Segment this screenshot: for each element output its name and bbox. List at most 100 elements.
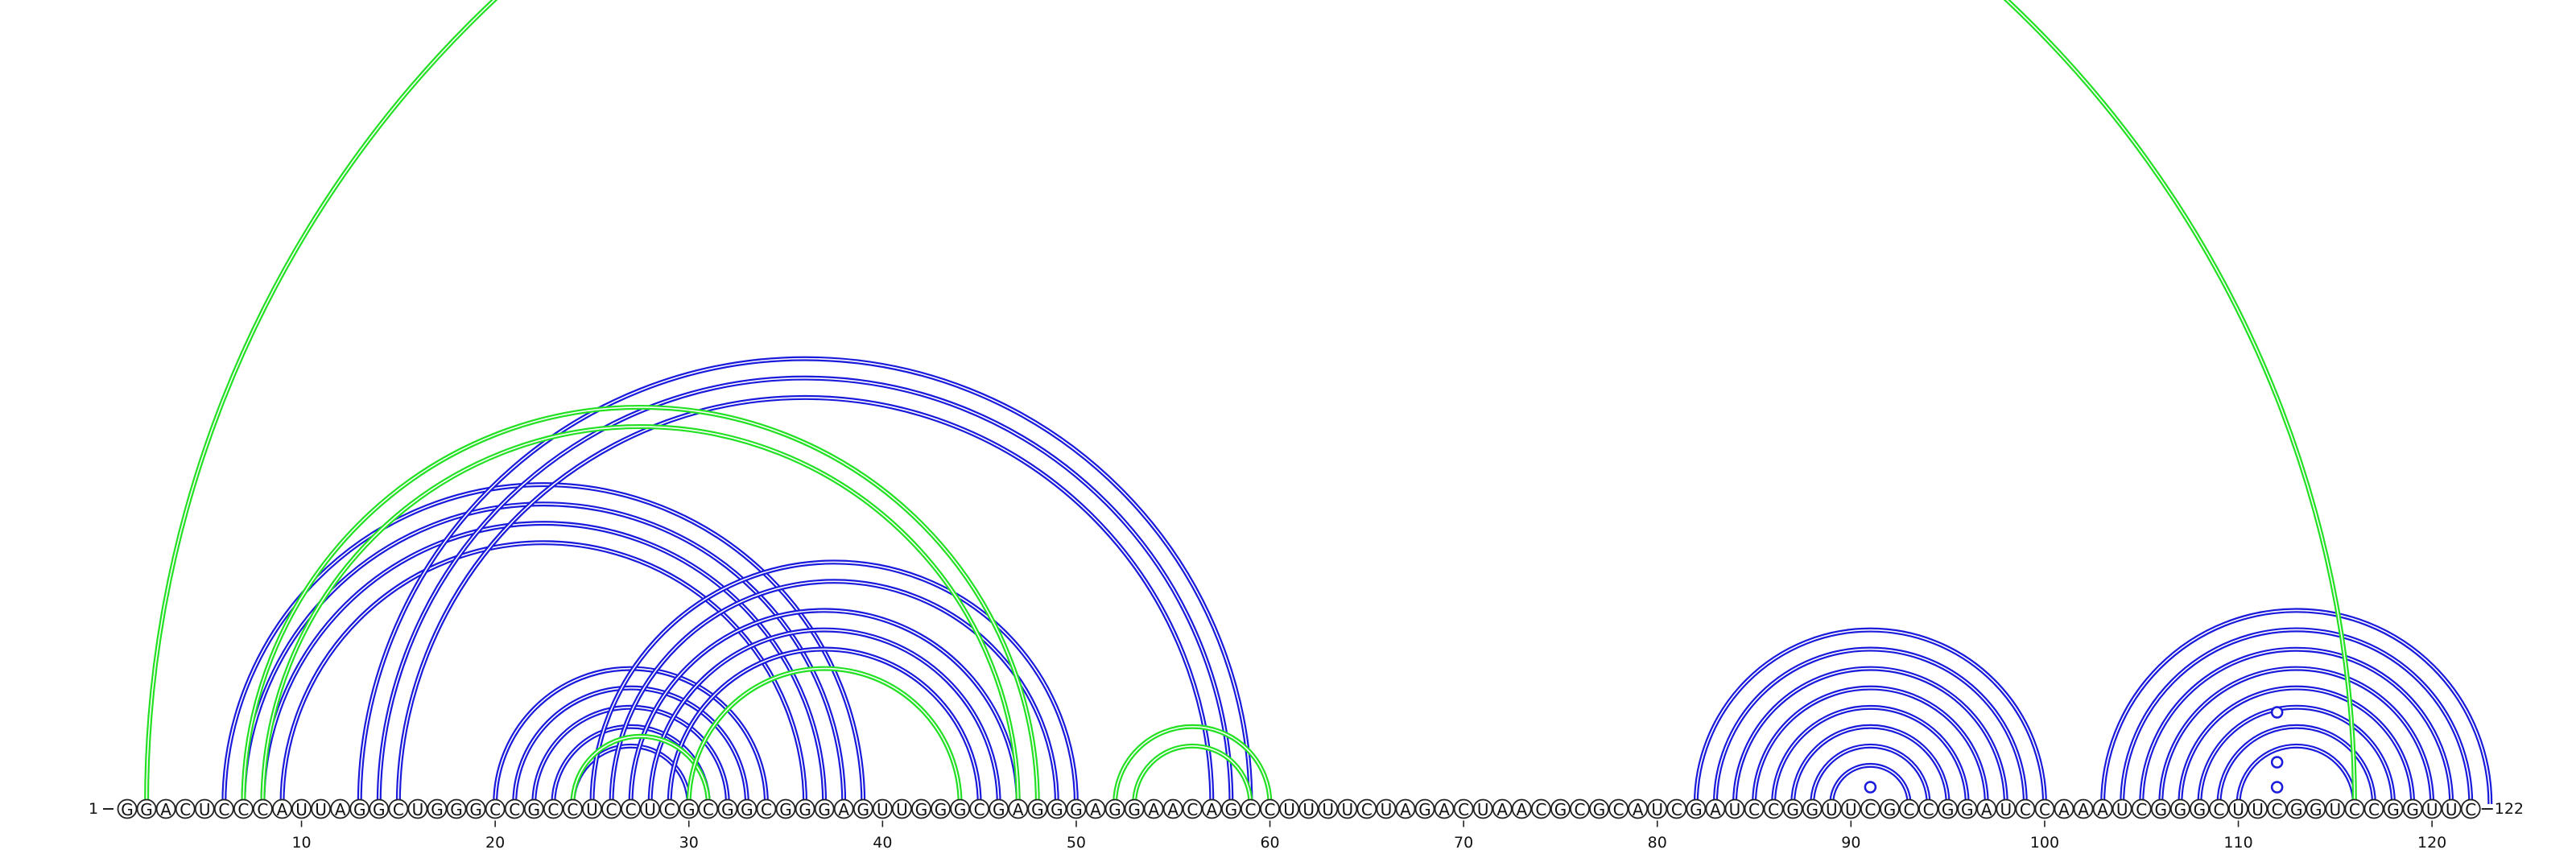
nucleotide: G [1104, 798, 1125, 819]
nucleotide-circle [330, 798, 351, 819]
nucleotide: U [407, 798, 428, 819]
base-pair-arc-blue-core [591, 561, 1077, 805]
nucleotide-letter: C [509, 800, 520, 819]
nucleotide-circle [1511, 798, 1532, 819]
nucleotide-letter: G [2387, 800, 2400, 819]
nucleotide-circle [523, 798, 544, 819]
nucleotide-letter: C [2039, 800, 2050, 819]
nucleotide-circle [1260, 798, 1280, 819]
nucleotide-letter: A [2078, 800, 2089, 819]
nucleotide-circle [1027, 798, 1048, 819]
nucleotide-circle [892, 798, 912, 819]
loop-marker [2270, 756, 2284, 769]
nucleotide-letter: C [2272, 800, 2283, 819]
nucleotide: C [698, 798, 719, 819]
nucleotide-letter: C [1864, 800, 1876, 819]
nucleotide-letter: U [2000, 800, 2012, 819]
nucleotide-circle [1666, 798, 1687, 819]
nucleotide-circle [562, 798, 583, 819]
base-pair-arc-blue-core [1773, 706, 1968, 805]
loop-marker [1864, 781, 1877, 794]
base-pair-arc-blue-core [223, 484, 865, 805]
nucleotide: C [1570, 798, 1590, 819]
nucleotide-circle [2344, 798, 2365, 819]
base-pair-arc-blue-core [1753, 687, 1988, 805]
nucleotide-letter: A [2097, 800, 2108, 819]
base-pair-arc-blue-core [630, 609, 1019, 805]
tick-label: 20 [485, 834, 505, 852]
nucleotide-letter: G [2174, 800, 2187, 819]
nucleotide: C [543, 798, 564, 819]
nucleotide-circle [2034, 798, 2055, 819]
nucleotide-circle [1085, 798, 1106, 819]
base-pair-arc-blue-core [1831, 765, 1910, 805]
nucleotide: U [1318, 798, 1339, 819]
base-pair-arc-blue [2235, 743, 2357, 805]
nucleotide-circle [2402, 798, 2423, 819]
nucleotide-circle [931, 798, 951, 819]
nucleotide: C [621, 798, 641, 819]
nucleotide: A [2054, 798, 2074, 819]
nucleotide-circle [621, 798, 641, 819]
nucleotide: C [2267, 798, 2288, 819]
nucleotide-circle [465, 798, 486, 819]
base-pair-arc-blue-core [2121, 629, 2472, 805]
nucleotide-circle [2421, 798, 2442, 819]
nucleotide-letter: G [1884, 800, 1897, 819]
nucleotide: A [1201, 798, 1222, 819]
nucleotide-letter: A [1439, 800, 1450, 819]
nucleotide-letter: G [1786, 800, 1799, 819]
nucleotide: C [1356, 798, 1377, 819]
nucleotide: G [1686, 798, 1707, 819]
nucleotide-letter: U [644, 800, 656, 819]
nucleotide-circle [1589, 798, 1609, 819]
base-pair-arc-blue-core [378, 377, 1232, 805]
nucleotide-letter: A [1090, 800, 1101, 819]
nucleotide: U [1376, 798, 1397, 819]
nucleotide: U [2112, 798, 2132, 819]
nucleotide-circle [2131, 798, 2152, 819]
nucleotide-circle [1434, 798, 1455, 819]
nucleotide: U [1298, 798, 1319, 819]
nucleotide-circle [737, 798, 758, 819]
base-pair-arc-blue-core [1792, 726, 1949, 805]
nucleotide-letter: U [1341, 800, 1353, 819]
base-pair-arc-green-core [687, 667, 961, 805]
nucleotide-letter: A [1633, 800, 1644, 819]
nucleotide-letter: G [1225, 800, 1238, 819]
nucleotide-circle [446, 798, 467, 819]
nucleotide: U [892, 798, 912, 819]
nucleotide-circle [2228, 798, 2248, 819]
nucleotide-letter: G [469, 800, 482, 819]
nucleotide-letter: G [2406, 800, 2419, 819]
nucleotide: A [1143, 798, 1164, 819]
nucleotide-letter: C [2349, 800, 2360, 819]
nucleotide: C [253, 798, 273, 819]
nucleotide: C [1260, 798, 1280, 819]
nucleotide-letter: C [1904, 800, 1915, 819]
nucleotide-letter: C [606, 800, 617, 819]
nucleotide-circle [117, 798, 138, 819]
nucleotide-letter: G [935, 800, 947, 819]
nucleotide: G [1938, 798, 1959, 819]
base-pair-arc-green-core [1114, 726, 1271, 805]
base-pair-arc-blue [221, 482, 866, 805]
nucleotide-circle [1976, 798, 1997, 819]
nucleotide-letter: G [2155, 800, 2168, 819]
nucleotide-letter: G [954, 800, 967, 819]
nucleotide-circle [2073, 798, 2094, 819]
nucleotide-letter: G [993, 800, 1005, 819]
nucleotide-letter: G [2310, 800, 2322, 819]
nucleotide: C [504, 798, 525, 819]
nucleotide: G [1802, 798, 1823, 819]
nucleotide: C [1744, 798, 1765, 819]
nucleotide: C [2344, 798, 2365, 819]
nucleotide: G [446, 798, 467, 819]
nucleotide-letter: C [257, 800, 268, 819]
nucleotide-letter: G [1070, 800, 1083, 819]
nucleotide: U [2441, 798, 2462, 819]
nucleotide: G [2150, 798, 2171, 819]
nucleotide-circle [427, 798, 448, 819]
nucleotide-circle [388, 798, 409, 819]
tick-label: 10 [291, 834, 311, 852]
